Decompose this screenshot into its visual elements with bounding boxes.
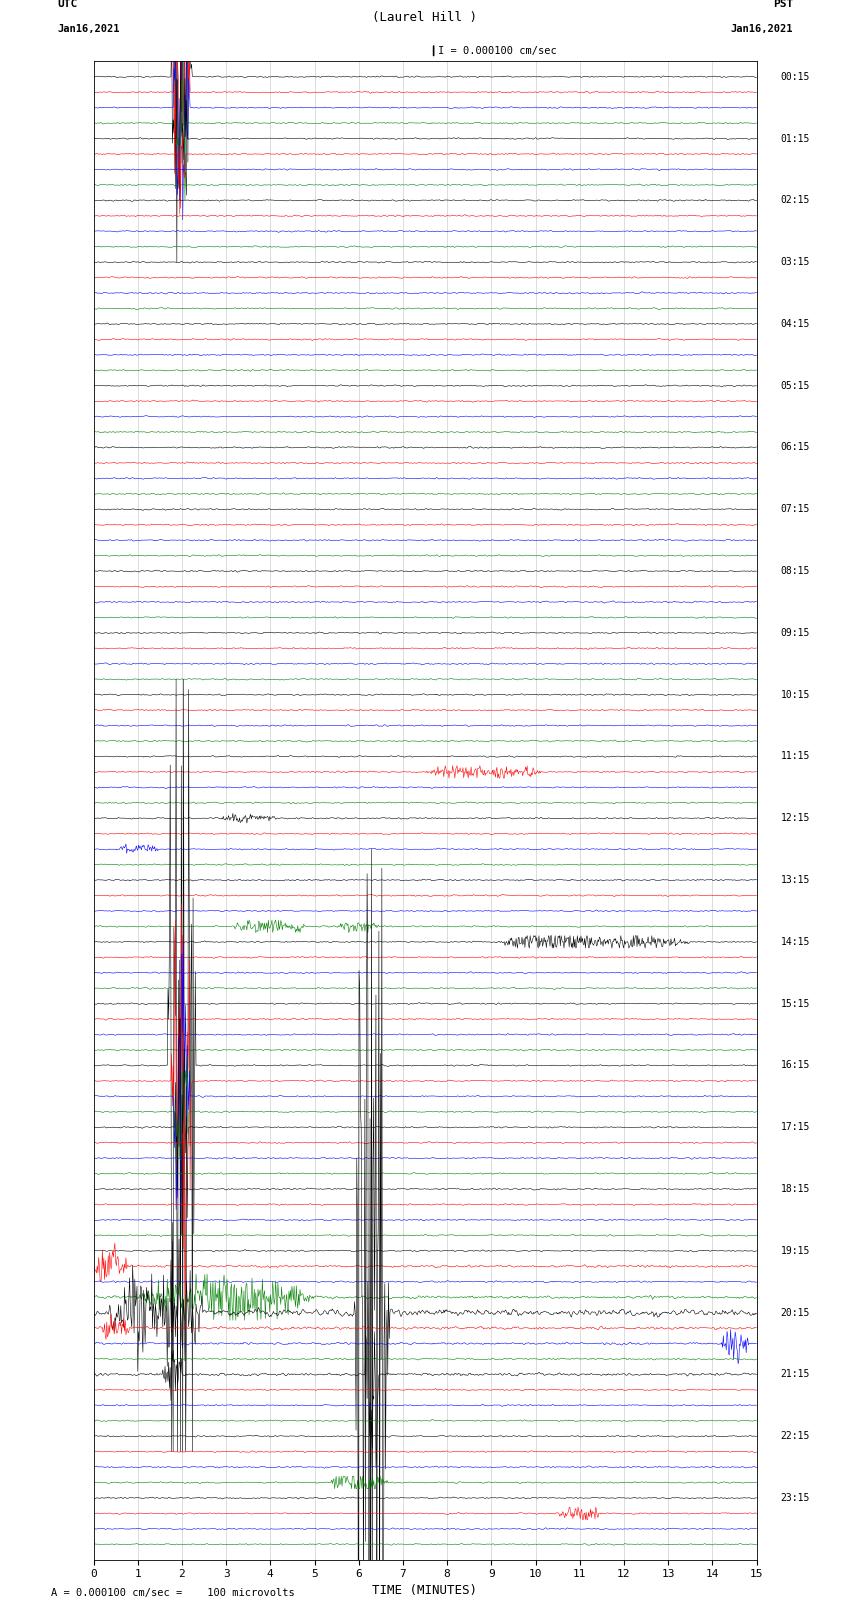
Text: PST: PST	[773, 0, 793, 8]
Text: Jan16,2021: Jan16,2021	[57, 24, 120, 34]
Text: A = 0.000100 cm/sec =    100 microvolts: A = 0.000100 cm/sec = 100 microvolts	[51, 1589, 295, 1598]
Text: 14:15: 14:15	[781, 937, 810, 947]
Text: 08:15: 08:15	[781, 566, 810, 576]
Text: 20:15: 20:15	[781, 1308, 810, 1318]
Text: 02:15: 02:15	[781, 195, 810, 205]
Text: 15:15: 15:15	[781, 998, 810, 1008]
Text: 12:15: 12:15	[781, 813, 810, 823]
Text: Jan16,2021: Jan16,2021	[730, 24, 793, 34]
Text: 19:15: 19:15	[781, 1245, 810, 1257]
Text: 11:15: 11:15	[781, 752, 810, 761]
Text: 07:15: 07:15	[781, 505, 810, 515]
Text: 23:15: 23:15	[781, 1494, 810, 1503]
Text: I = 0.000100 cm/sec: I = 0.000100 cm/sec	[439, 45, 557, 56]
Text: 05:15: 05:15	[781, 381, 810, 390]
Text: 00:15: 00:15	[781, 71, 810, 82]
Text: 10:15: 10:15	[781, 690, 810, 700]
Text: 16:15: 16:15	[781, 1060, 810, 1071]
Text: 01:15: 01:15	[781, 134, 810, 144]
Text: 22:15: 22:15	[781, 1431, 810, 1440]
Text: (Laurel Hill ): (Laurel Hill )	[372, 11, 478, 24]
Text: 17:15: 17:15	[781, 1123, 810, 1132]
Text: 21:15: 21:15	[781, 1369, 810, 1379]
Text: UTC: UTC	[57, 0, 77, 8]
Text: 09:15: 09:15	[781, 627, 810, 637]
Text: 18:15: 18:15	[781, 1184, 810, 1194]
Text: 03:15: 03:15	[781, 256, 810, 268]
Text: 13:15: 13:15	[781, 874, 810, 886]
Text: 06:15: 06:15	[781, 442, 810, 453]
X-axis label: TIME (MINUTES): TIME (MINUTES)	[372, 1584, 478, 1597]
Text: 04:15: 04:15	[781, 319, 810, 329]
